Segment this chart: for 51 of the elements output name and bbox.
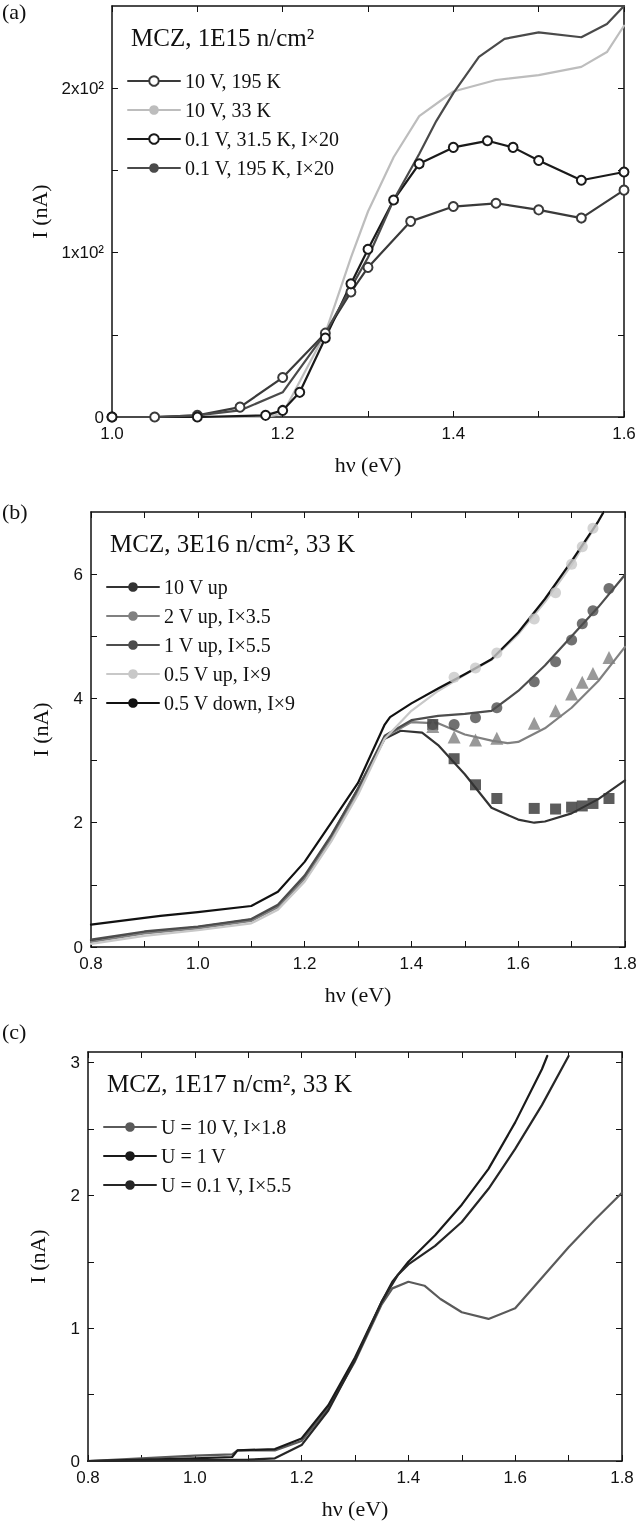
- y-axis-title: I (nA): [27, 702, 53, 757]
- text: MCZ, 1E15 n/cm²: [131, 24, 315, 51]
- legend-label: 0.5 V down, I×9: [164, 692, 296, 714]
- text: MCZ, 3E16 n/cm², 33 K: [110, 530, 355, 557]
- y-tick-label: 0: [73, 937, 83, 957]
- legend-label: 1 V up, I×5.5: [164, 634, 271, 657]
- y-tick-label: 2: [70, 1185, 80, 1205]
- x-axis-title: hν (eV): [321, 1495, 389, 1521]
- x-axis-title: hν (eV): [334, 451, 402, 477]
- legend-label: 2 V up, I×3.5: [164, 605, 271, 628]
- x-tick-label: 0.8: [76, 1468, 100, 1487]
- y-tick-label: 1: [70, 1318, 80, 1338]
- legend-label: U = 10 V, I×1.8: [161, 1116, 287, 1138]
- text: (c): [2, 1018, 27, 1044]
- legend-label: 10 V, 33 K: [185, 99, 272, 121]
- legend-label: 0.1 V, 195 K, I×20: [185, 157, 334, 179]
- x-tick-label: 1.4: [396, 1468, 421, 1487]
- x-tick-label: 1.8: [613, 954, 637, 973]
- x-tick-label: 1.4: [399, 954, 424, 973]
- x-tick-label: 1.6: [503, 1468, 528, 1487]
- x-tick-label: 1.0: [185, 954, 210, 973]
- x-tick-label: 1.0: [182, 1468, 207, 1487]
- y-tick-label: 2x10²: [61, 78, 105, 98]
- y-axis-title: I (nA): [24, 1229, 50, 1284]
- x-tick-label: 1.4: [441, 424, 466, 443]
- y-tick-label: 2: [73, 813, 83, 833]
- y-tick-label: 0: [70, 1451, 80, 1471]
- y-tick-label: 3: [70, 1053, 80, 1073]
- y-tick-label: 0: [94, 407, 104, 427]
- text: (b): [2, 498, 28, 524]
- y-tick-label: 6: [73, 564, 83, 584]
- x-tick-label: 1.6: [612, 424, 636, 443]
- legend-label: 10 V, 195 K: [185, 70, 282, 92]
- x-tick-label: 1.2: [270, 424, 295, 443]
- text: (a): [2, 0, 27, 24]
- x-tick-label: 1.2: [292, 954, 317, 973]
- legend-label: 10 V up: [164, 576, 228, 599]
- y-tick-label: 4: [73, 688, 83, 708]
- y-axis-title: I (nA): [26, 184, 52, 239]
- x-tick-label: 1.0: [100, 424, 124, 443]
- y-tick-label: 1x10²: [61, 243, 105, 263]
- legend-label: 0.1 V, 31.5 K, I×20: [185, 128, 339, 150]
- legend-label: U = 1 V: [161, 1145, 227, 1167]
- x-tick-label: 1.6: [506, 954, 531, 973]
- legend-label: 0.5 V up, I×9: [164, 663, 271, 686]
- x-tick-label: 1.8: [610, 1468, 634, 1487]
- x-axis-title: hν (eV): [324, 981, 392, 1007]
- legend-label: U = 0.1 V, I×5.5: [161, 1174, 292, 1196]
- x-tick-label: 0.8: [79, 954, 103, 973]
- text: MCZ, 1E17 n/cm², 33 K: [107, 1070, 352, 1097]
- x-tick-label: 1.2: [289, 1468, 314, 1487]
